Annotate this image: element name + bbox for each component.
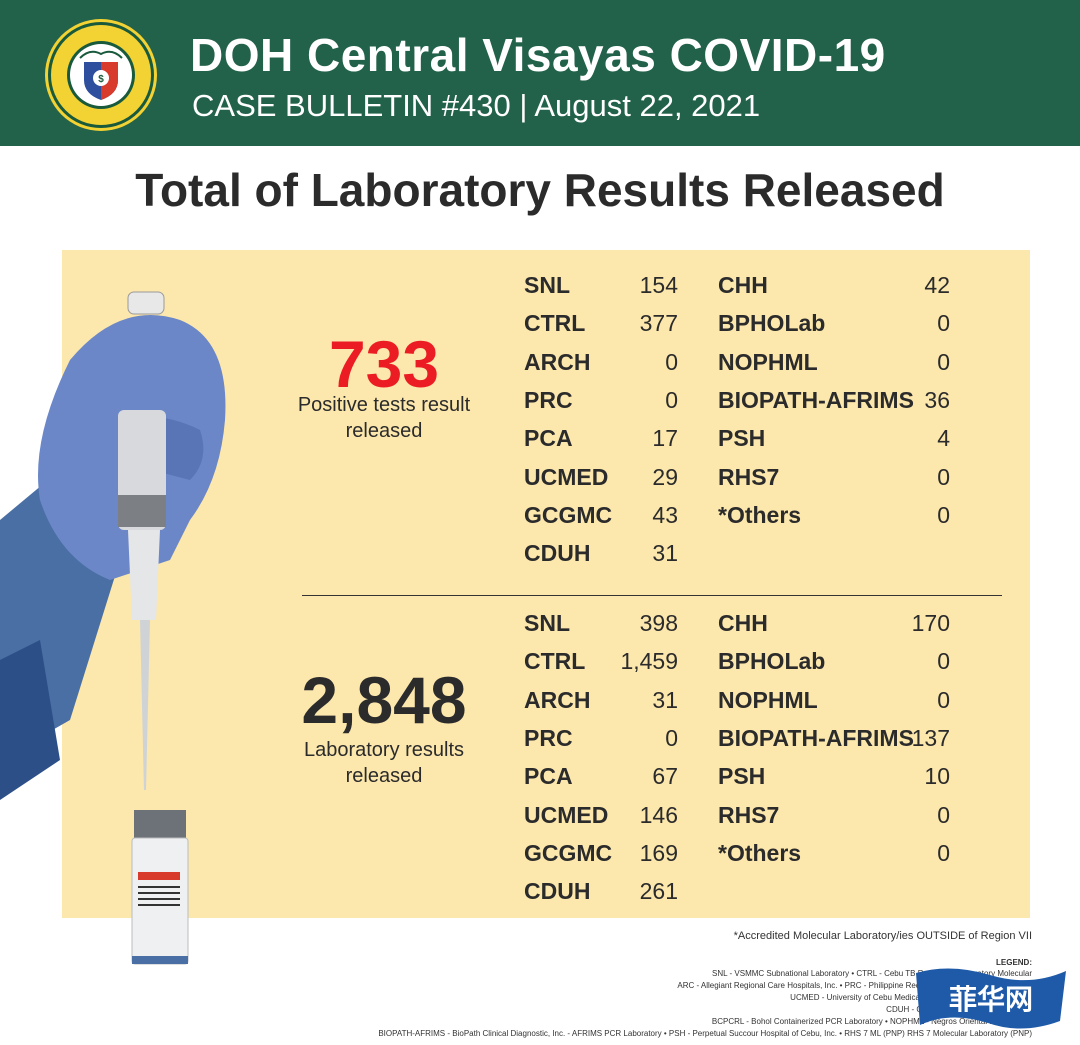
header-bar: $ DOH Central Visayas COVID-19 CASE BULL…	[0, 0, 1080, 146]
legend-line: SNL - VSMMC Subnational Laboratory • CTR…	[712, 969, 1032, 978]
lab-value: 31	[652, 686, 678, 713]
lab-value: 0	[937, 839, 950, 866]
legend-line: BCPCRL - Bohol Containerized PCR Laborat…	[711, 1017, 1032, 1026]
footnote: *Accredited Molecular Laboratory/ies OUT…	[733, 930, 1032, 942]
lab-value: 377	[639, 310, 678, 337]
lab-name: CTRL	[524, 648, 586, 675]
lab-name: RHS7	[718, 801, 780, 828]
lab-name: PRC	[524, 386, 573, 413]
watermark-logo: 菲华网	[916, 968, 1066, 1029]
lab-name: *Others	[718, 839, 802, 866]
lab-value: 137	[911, 724, 950, 751]
lab-value: 67	[652, 763, 678, 790]
section-divider	[302, 595, 1002, 596]
lab-name: NOPHML	[718, 686, 818, 713]
lab-value: 36	[924, 386, 950, 413]
lab-value: 29	[652, 463, 678, 490]
lab-name: CTRL	[524, 310, 586, 337]
lab-value: 0	[665, 724, 678, 751]
lab-value: 146	[639, 801, 678, 828]
lab-value: 4	[937, 425, 950, 452]
lab-value: 398	[639, 610, 678, 636]
results-panel	[62, 250, 1030, 918]
lab-value: 0	[665, 386, 678, 413]
lab-name: *Others	[718, 501, 802, 528]
lab-value: 0	[937, 686, 950, 713]
lab-value: 1,459	[620, 648, 678, 675]
lab-name: GCGMC	[524, 839, 613, 866]
lab-value: 154	[639, 272, 678, 298]
legend-line: BIOPATH-AFRIMS - BioPath Clinical Diagno…	[378, 1029, 1032, 1038]
pipette-hand-illustration	[0, 291, 226, 965]
lab-value: 17	[652, 425, 678, 452]
lab-value: 0	[937, 501, 950, 528]
lab-name: SNL	[524, 272, 570, 298]
lab-name: BPHOLab	[718, 648, 826, 675]
page-title: Total of Laboratory Results Released	[135, 164, 945, 216]
lab-value: 0	[937, 648, 950, 675]
positive-tests-total: 733	[328, 327, 440, 401]
positive-tests-caption: Positive tests result released	[297, 394, 471, 442]
lab-value: 0	[937, 348, 950, 375]
lab-name: CDUH	[524, 540, 591, 567]
lab-name: UCMED	[524, 801, 609, 828]
lab-name: GCGMC	[524, 501, 613, 528]
lab-name: PSH	[718, 425, 766, 452]
lab-name: BIOPATH-AFRIMS	[718, 386, 914, 413]
lab-name: RHS7	[718, 463, 780, 490]
bulletin-subtitle: CASE BULLETIN #430 | August 22, 2021	[192, 88, 761, 123]
lab-value: 31	[652, 540, 678, 567]
lab-value: 261	[639, 878, 678, 905]
bulletin-title: DOH Central Visayas COVID-19	[190, 29, 886, 81]
lab-name: CHH	[718, 272, 768, 298]
svg-text:$: $	[98, 74, 104, 85]
lab-name: SNL	[524, 610, 570, 636]
lab-value: 0	[937, 801, 950, 828]
legend-line: UCMED - University of Cebu Medical Cente…	[790, 993, 1032, 1002]
watermark-text: 菲华网	[949, 983, 1033, 1016]
lab-value: 0	[937, 310, 950, 337]
lab-name: PSH	[718, 763, 766, 790]
lab-value: 43	[652, 501, 678, 528]
lab-value: 42	[924, 272, 950, 298]
lab-results-caption: Laboratory results released	[303, 739, 465, 787]
lab-name: ARCH	[524, 348, 591, 375]
lab-name: PCA	[524, 425, 573, 452]
lab-name: UCMED	[524, 463, 609, 490]
lab-name: CHH	[718, 610, 768, 636]
lab-results-total: 2,848	[301, 663, 467, 737]
lab-name: NOPHML	[718, 348, 818, 375]
lab-name: PRC	[524, 724, 573, 751]
lab-value: 0	[937, 463, 950, 490]
lab-value: 169	[639, 839, 678, 866]
legend-title: LEGEND:	[996, 958, 1032, 967]
lab-name: PCA	[524, 763, 573, 790]
lab-value: 10	[924, 763, 950, 790]
lab-name: BIOPATH-AFRIMS	[718, 724, 914, 751]
lab-name: ARCH	[524, 686, 591, 713]
lab-value: 0	[665, 348, 678, 375]
lab-name: CDUH	[524, 878, 591, 905]
legend-line: ARC - Allegiant Regional Care Hospitals,…	[677, 981, 1032, 990]
doh-seal-logo: $	[45, 19, 157, 131]
lab-name: BPHOLab	[718, 310, 826, 337]
lab-value: 170	[911, 610, 950, 636]
